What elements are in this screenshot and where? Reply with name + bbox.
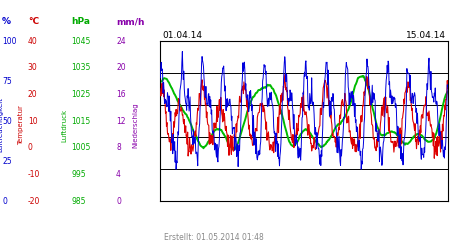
Text: 8: 8 xyxy=(116,144,121,152)
Text: Temperatur: Temperatur xyxy=(18,105,24,145)
Text: Niederschlag: Niederschlag xyxy=(132,102,138,148)
Text: 12: 12 xyxy=(116,117,126,126)
Text: -10: -10 xyxy=(28,170,40,179)
Text: 20: 20 xyxy=(116,64,126,72)
Text: 995: 995 xyxy=(71,170,86,179)
Text: 100: 100 xyxy=(2,37,17,46)
Text: 985: 985 xyxy=(71,197,86,206)
Text: °C: °C xyxy=(28,17,39,26)
Text: Luftdruck: Luftdruck xyxy=(61,108,67,142)
Text: 30: 30 xyxy=(28,64,38,72)
Text: 01.04.14: 01.04.14 xyxy=(162,31,202,40)
Text: 10: 10 xyxy=(28,117,37,126)
Text: 24: 24 xyxy=(116,37,126,46)
Text: -20: -20 xyxy=(28,197,40,206)
Text: 1045: 1045 xyxy=(71,37,90,46)
Text: 4: 4 xyxy=(116,170,121,179)
Text: 16: 16 xyxy=(116,90,126,99)
Text: 20: 20 xyxy=(28,90,37,99)
Text: 0: 0 xyxy=(2,197,7,206)
Text: 40: 40 xyxy=(28,37,38,46)
Text: 25: 25 xyxy=(2,157,12,166)
Text: hPa: hPa xyxy=(71,17,90,26)
Text: 1005: 1005 xyxy=(71,144,90,152)
Text: mm/h: mm/h xyxy=(116,17,144,26)
Text: Erstellt: 01.05.2014 01:48: Erstellt: 01.05.2014 01:48 xyxy=(164,234,264,242)
Text: %: % xyxy=(2,17,11,26)
Text: Luftfeuchtigkeit: Luftfeuchtigkeit xyxy=(0,98,3,152)
Text: 1025: 1025 xyxy=(71,90,90,99)
Text: 15.04.14: 15.04.14 xyxy=(405,31,446,40)
Text: 0: 0 xyxy=(116,197,121,206)
Text: 50: 50 xyxy=(2,117,12,126)
Text: 1035: 1035 xyxy=(71,64,90,72)
Text: 1015: 1015 xyxy=(71,117,90,126)
Text: 0: 0 xyxy=(28,144,33,152)
Text: 75: 75 xyxy=(2,77,12,86)
